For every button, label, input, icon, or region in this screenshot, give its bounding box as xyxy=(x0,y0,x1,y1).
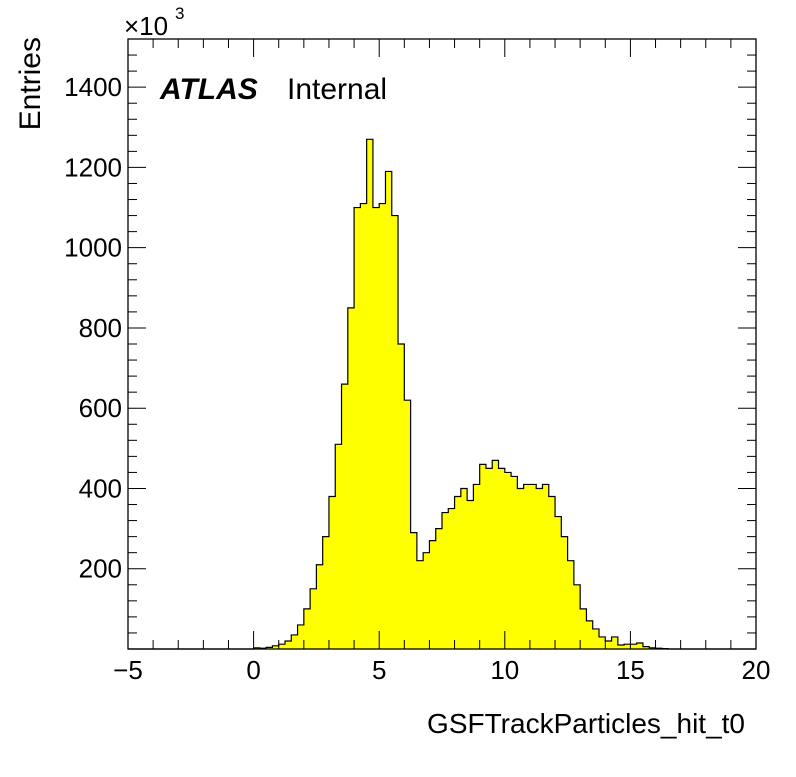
histogram-bar xyxy=(511,476,518,649)
y-axis-multiplier-exponent: 3 xyxy=(175,4,184,23)
histogram-bar xyxy=(549,497,556,650)
histogram-bar xyxy=(574,585,581,649)
histogram-bar xyxy=(580,609,587,649)
histogram-bar xyxy=(285,641,292,649)
histogram-bar xyxy=(411,533,418,649)
x-tick-label: −5 xyxy=(113,655,143,685)
x-tick-label: 0 xyxy=(246,655,260,685)
histogram-bar xyxy=(304,609,311,649)
histogram-bar xyxy=(555,517,562,649)
histogram-bar xyxy=(379,204,386,649)
histogram-bar xyxy=(367,139,374,649)
histogram-bar xyxy=(461,488,468,649)
histogram-bar xyxy=(561,537,568,649)
histogram-bar xyxy=(593,629,600,649)
histogram-bar xyxy=(599,637,606,649)
histogram-bar xyxy=(279,644,286,649)
histogram-bar xyxy=(530,484,537,649)
histogram-bar xyxy=(335,444,342,649)
histogram-bar xyxy=(492,460,499,649)
histogram-bar xyxy=(605,641,612,649)
histogram-bar xyxy=(542,484,549,649)
histogram-bar xyxy=(499,468,506,649)
histogram-bar xyxy=(423,553,430,649)
y-tick-label: 200 xyxy=(79,554,122,584)
y-tick-label: 800 xyxy=(79,313,122,343)
histogram-bar xyxy=(342,384,349,649)
histogram-bar xyxy=(417,561,424,649)
histogram-bar xyxy=(637,643,644,649)
x-tick-label: 15 xyxy=(616,655,645,685)
y-axis-title: Entries xyxy=(14,37,47,130)
histogram-bar xyxy=(517,488,524,649)
histogram-bar xyxy=(323,537,330,649)
histogram-bar xyxy=(392,216,399,649)
histogram-bar xyxy=(586,621,593,649)
histogram-bars xyxy=(128,139,756,649)
histogram-bar xyxy=(524,484,531,649)
y-tick-label: 1200 xyxy=(64,152,122,182)
histogram-bar xyxy=(486,468,493,649)
histogram-bar xyxy=(568,561,575,649)
x-tick-label: 5 xyxy=(372,655,386,685)
histogram-bar xyxy=(480,464,487,649)
histogram-bar xyxy=(630,644,637,649)
histogram-bar xyxy=(291,635,298,649)
histogram-bar xyxy=(624,644,631,649)
y-tick-label: 600 xyxy=(79,393,122,423)
internal-label: Internal xyxy=(287,73,387,106)
y-axis-multiplier: ×10 xyxy=(124,11,168,41)
histogram-bar xyxy=(385,171,392,649)
histogram-bar xyxy=(467,501,474,649)
x-tick-label: 10 xyxy=(490,655,519,685)
histogram-bar xyxy=(360,204,367,649)
histogram-bar xyxy=(354,208,361,649)
histogram-bar xyxy=(404,400,411,649)
histogram-bar xyxy=(329,497,336,650)
histogram-bar xyxy=(398,344,405,649)
histogram-bar xyxy=(612,637,619,649)
histogram-bar xyxy=(298,625,305,649)
y-tick-label: 400 xyxy=(79,473,122,503)
atlas-label: ATLAS xyxy=(159,73,258,106)
x-axis-title: GSFTrackParticles_hit_t0 xyxy=(427,708,745,739)
histogram-bar xyxy=(316,565,323,649)
y-tick-label: 1000 xyxy=(64,233,122,263)
x-tick-label: 20 xyxy=(742,655,771,685)
histogram-bar xyxy=(373,208,380,649)
histogram-bar xyxy=(348,308,355,649)
histogram-bar xyxy=(310,589,317,649)
histogram-bar xyxy=(442,513,449,649)
y-tick-label: 1400 xyxy=(64,72,122,102)
histogram-bar xyxy=(448,509,455,649)
histogram-bar xyxy=(429,541,436,649)
histogram-bar xyxy=(436,529,443,649)
histogram-bar xyxy=(536,488,543,649)
histogram-bar xyxy=(473,484,480,649)
histogram-bar xyxy=(505,472,512,649)
histogram-bar xyxy=(455,497,462,650)
